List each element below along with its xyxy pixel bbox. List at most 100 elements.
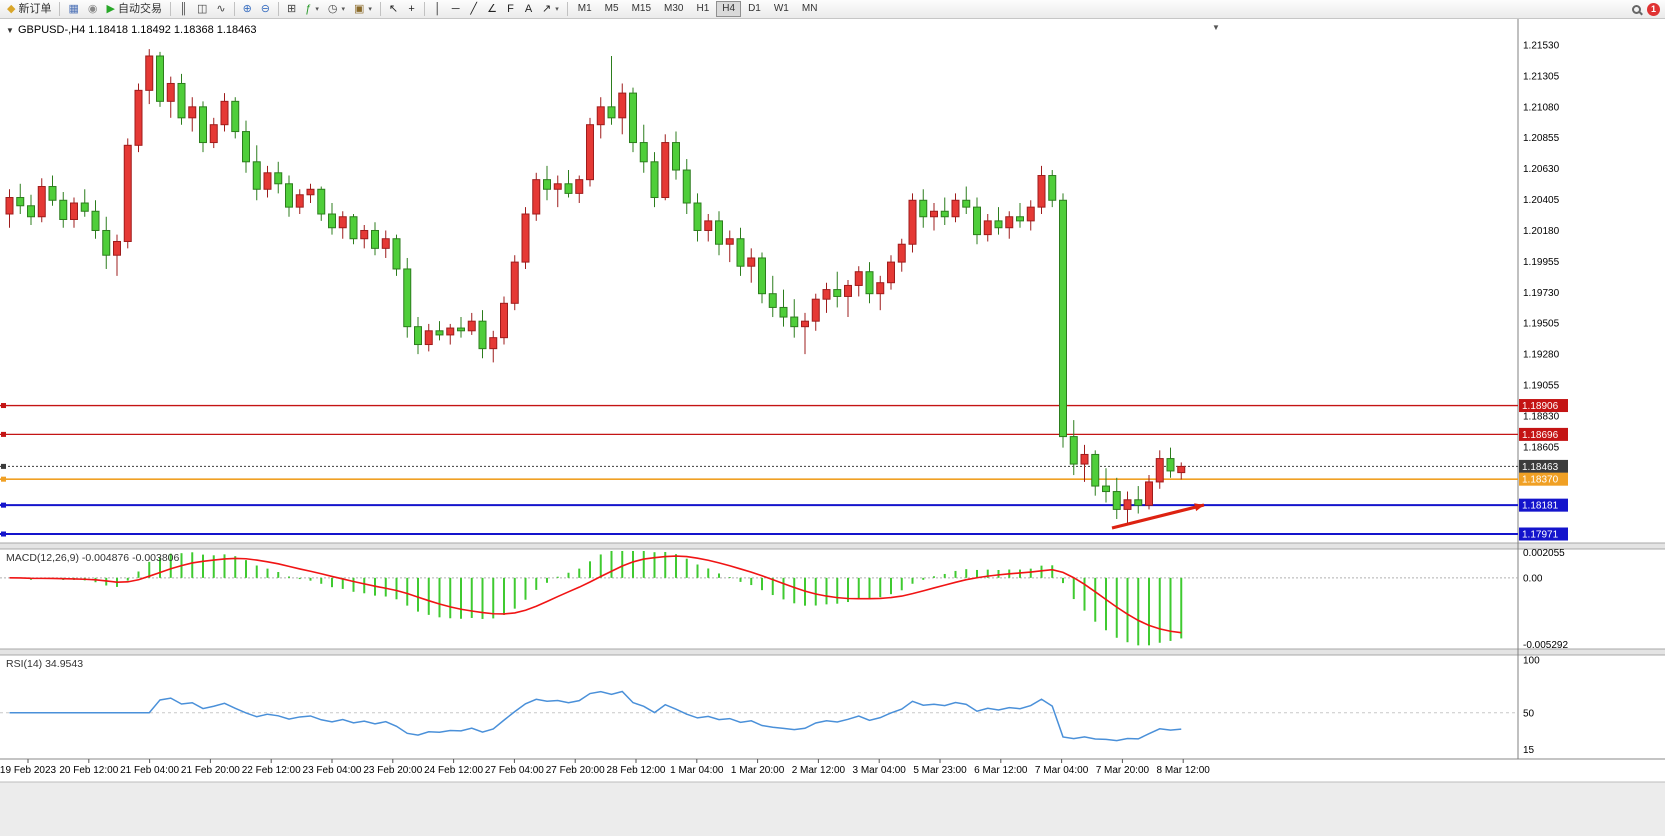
fibonacci-tool-icon[interactable]: F — [502, 1, 519, 18]
zoom-in-icon[interactable]: ⊕ — [239, 1, 256, 18]
price-tag-pivot-line: 1.18370 — [1522, 475, 1559, 486]
timeframe-button-mn[interactable]: MN — [796, 1, 824, 17]
horizontal-line-tool-icon-glyph: ─ — [451, 2, 460, 15]
rsi-label: RSI(14) 34.9543 — [6, 658, 83, 670]
toolbar-separator — [379, 2, 381, 16]
timeframe-button-w1[interactable]: W1 — [768, 1, 795, 17]
dropdown-caret-icon: ▾ — [555, 5, 559, 13]
dropdown-caret-icon: ▾ — [315, 5, 319, 13]
timeframe-button-m15[interactable]: M15 — [626, 1, 657, 17]
price-tag-box-pivot-line — [1519, 472, 1568, 486]
price-tag-resistance-line-1: 1.18906 — [1522, 401, 1559, 412]
support-line-1-anchor[interactable] — [1, 502, 6, 508]
sound-icon[interactable]: ◉ — [84, 1, 102, 18]
templates-icon[interactable]: ▣ ▾ — [350, 1, 376, 18]
time-axis-label: 27 Feb 20:00 — [546, 765, 605, 776]
macd-panel: MACD(12,26,9) -0.004876 -0.003806 0.00205… — [0, 548, 1568, 651]
time-axis-label: 1 Mar 04:00 — [670, 765, 724, 776]
price-tag-support-line-1: 1.18181 — [1522, 501, 1559, 512]
price-tag-box-resistance-line-2 — [1519, 427, 1568, 441]
rsi-panel: RSI(14) 34.9543 100 50 15 — [0, 656, 1540, 756]
tile-windows-icon-glyph: ⊞ — [287, 2, 297, 15]
macd-scale-zero: 0.00 — [1523, 573, 1543, 584]
crosshair-icon[interactable]: + — [403, 1, 420, 18]
time-axis-label: 8 Mar 12:00 — [1157, 765, 1211, 776]
timeframe-button-m1[interactable]: M1 — [572, 1, 598, 17]
current-price-line-anchor[interactable] — [1, 463, 6, 469]
new-order-button[interactable]: ◆ 新订单 — [3, 1, 55, 18]
bar-chart-type-icon-glyph: ║ — [179, 2, 188, 15]
macd-scale-bottom: -0.005292 — [1523, 640, 1568, 651]
tile-windows-icon[interactable]: ⊞ — [283, 1, 300, 18]
support-line-2-anchor[interactable] — [1, 531, 6, 537]
search-icon[interactable] — [1632, 4, 1641, 14]
text-tool-icon-glyph: A — [524, 2, 533, 15]
crosshair-icon-glyph: + — [408, 2, 415, 15]
auto-trading-button[interactable]: ▶ 自动交易 — [102, 1, 165, 18]
macd-scale-top: 0.002055 — [1523, 548, 1565, 559]
resistance-line-2-anchor[interactable] — [1, 431, 6, 437]
new-order-glyph: ◆ — [7, 2, 16, 15]
vertical-line-tool-icon[interactable]: │ — [429, 1, 446, 18]
horizontal-line-tool-icon[interactable]: ─ — [447, 1, 464, 18]
sound-icon-glyph: ◉ — [87, 2, 98, 15]
macd-signal-line — [9, 555, 1182, 634]
auto-trading-button-label: 自动交易 — [117, 2, 162, 15]
timeframe-button-h4[interactable]: H4 — [716, 1, 742, 17]
timeframe-button-d1[interactable]: D1 — [742, 1, 767, 17]
timeframe-button-h1[interactable]: H1 — [690, 1, 715, 17]
indicators-icon[interactable]: ƒ ▾ — [301, 1, 323, 18]
toolbar: ◆ 新订单 ▦ ◉ ▶ 自动交易 ║ ◫ ∿ ⊕ ⊖ ⊞ ƒ ▾ ◷ ▾ ▣ ▾ ↖ + │ ─ ╱ ∠ F A ↗ ▾ M1 M5 M15… — [0, 0, 1665, 19]
time-axis-label: 6 Mar 12:00 — [974, 765, 1028, 776]
price-axis-label: 1.21305 — [1523, 71, 1560, 82]
candles-layer — [5, 49, 1186, 524]
chart-menu-icon[interactable]: ▼ — [6, 26, 14, 35]
toolbar-separator — [566, 2, 568, 16]
price-axis-label: 1.21530 — [1523, 41, 1560, 52]
bar-chart-type-icon[interactable]: ║ — [175, 1, 192, 18]
templates-icon-glyph: ▣ — [354, 2, 365, 15]
arrows-tool-icon[interactable]: ↗ ▾ — [538, 1, 563, 18]
chart-shift-marker[interactable]: ▼ — [1212, 23, 1220, 32]
time-axis[interactable]: 19 Feb 2023 20 Feb 12:00 21 Feb 04:00 21 Fe… — [0, 759, 1210, 776]
price-tag-box-support-line-2 — [1519, 527, 1568, 541]
resistance-line-1-anchor[interactable] — [1, 403, 6, 409]
cursor-icon[interactable]: ↖ — [385, 1, 402, 18]
new-order-button-label: 新订单 — [18, 2, 52, 15]
price-scale[interactable]: 1.21530 1.21305 1.21080 1.20855 1.20630 1.204… — [1519, 41, 1568, 541]
arrows-tool-icon-glyph: ↗ — [542, 2, 552, 15]
price-axis-label: 1.21080 — [1523, 102, 1560, 113]
price-axis-label: 1.18830 — [1523, 411, 1560, 422]
pivot-line-anchor[interactable] — [1, 476, 6, 482]
time-axis-label: 21 Feb 20:00 — [181, 765, 240, 776]
trend-arrow-annotation[interactable] — [1111, 503, 1205, 530]
price-tag-box-support-line-1 — [1519, 498, 1568, 512]
time-axis-label: 24 Feb 12:00 — [424, 765, 483, 776]
macd-label: MACD(12,26,9) -0.004876 -0.003806 — [6, 552, 180, 564]
chart-title: GBPUSD-,H4 1.18418 1.18492 1.18368 1.184… — [18, 24, 257, 36]
zoom-in-icon-glyph: ⊕ — [242, 2, 252, 15]
time-axis-label: 20 Feb 12:00 — [59, 765, 118, 776]
timeframe-button-m5[interactable]: M5 — [599, 1, 625, 17]
time-axis-label: 21 Feb 04:00 — [120, 765, 179, 776]
time-axis-label: 23 Feb 04:00 — [303, 765, 362, 776]
text-tool-icon[interactable]: A — [520, 1, 537, 18]
zoom-out-icon-glyph: ⊖ — [260, 2, 271, 15]
time-axis-label: 22 Feb 12:00 — [242, 765, 301, 776]
time-axis-label: 3 Mar 04:00 — [853, 765, 907, 776]
timeframe-button-m30[interactable]: M30 — [658, 1, 689, 17]
toolbar-separator — [59, 2, 61, 16]
zoom-out-icon[interactable]: ⊖ — [257, 1, 274, 18]
notification-badge[interactable]: 1 — [1647, 2, 1660, 16]
channel-tool-icon[interactable]: ∠ — [483, 1, 501, 18]
line-chart-type-icon[interactable]: ∿ — [212, 1, 229, 18]
candlestick-type-icon-glyph: ◫ — [196, 2, 208, 15]
price-axis-label: 1.19505 — [1523, 319, 1560, 330]
candlestick-type-icon[interactable]: ◫ — [193, 1, 211, 18]
trendline-tool-icon[interactable]: ╱ — [465, 1, 482, 18]
charts-grid-icon-glyph: ▦ — [68, 2, 79, 15]
periods-icon[interactable]: ◷ ▾ — [324, 1, 349, 18]
charts-grid-icon[interactable]: ▦ — [64, 1, 82, 18]
periods-icon-glyph: ◷ — [327, 2, 338, 15]
